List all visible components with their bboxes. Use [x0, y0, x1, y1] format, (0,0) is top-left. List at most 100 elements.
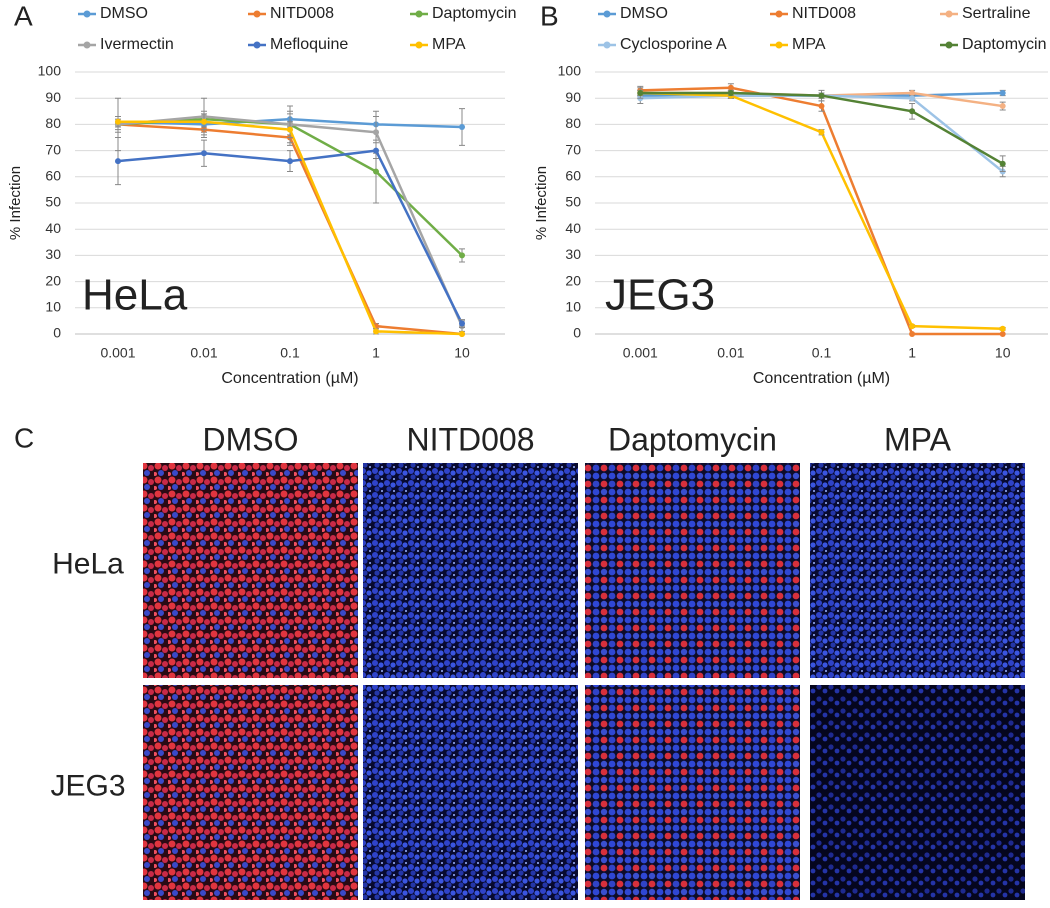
legend-label: Daptomycin — [962, 36, 1046, 53]
legend-marker — [945, 10, 953, 18]
y-tick-label: 80 — [45, 115, 61, 131]
legend-marker — [83, 41, 91, 49]
x-axis-title: Concentration (µM) — [221, 370, 358, 387]
micrograph — [363, 685, 578, 900]
y-tick-label: 30 — [565, 246, 581, 262]
data-point — [459, 331, 465, 337]
y-axis-title: % Infection — [7, 166, 24, 240]
row-label: HeLa — [52, 547, 124, 580]
legend-marker — [415, 10, 423, 18]
legend-label: NITD008 — [792, 5, 856, 22]
column-header: NITD008 — [406, 421, 534, 457]
annotation: JEG3 — [605, 271, 715, 320]
y-tick-label: 70 — [565, 141, 581, 157]
data-point — [201, 118, 207, 125]
data-point — [727, 84, 734, 91]
row-label: JEG3 — [50, 769, 125, 802]
x-tick-label: 0.01 — [717, 345, 744, 361]
legend-label: Daptomycin — [432, 5, 516, 22]
data-point — [373, 168, 379, 175]
column-header: MPA — [884, 421, 952, 457]
legend-label: MPA — [792, 36, 826, 53]
y-tick-label: 100 — [38, 63, 62, 79]
x-tick-label: 0.1 — [812, 345, 832, 361]
data-point — [909, 323, 916, 330]
image-panel: C DMSO NITD008 Daptomycin MPA HeLa JEG3 — [14, 421, 1025, 900]
y-tick-label: 10 — [45, 299, 61, 315]
data-point — [727, 89, 734, 96]
data-point — [287, 158, 293, 165]
y-tick-label: 80 — [565, 115, 581, 131]
legend-marker — [945, 41, 953, 49]
data-point — [909, 89, 916, 96]
legend-label: DMSO — [620, 5, 668, 22]
annotation: HeLa — [82, 271, 188, 320]
y-tick-label: 60 — [45, 168, 61, 184]
data-point — [115, 118, 121, 125]
micrograph — [810, 685, 1025, 900]
data-point — [459, 124, 465, 131]
data-point — [201, 150, 207, 157]
data-point — [373, 328, 379, 335]
data-point — [999, 331, 1006, 337]
legend-label: Mefloquine — [270, 36, 348, 53]
legend-label: Ivermectin — [100, 36, 174, 53]
legend-label: MPA — [432, 36, 466, 53]
micrograph — [585, 463, 800, 678]
column-header: Daptomycin — [608, 421, 777, 457]
y-tick-label: 90 — [565, 89, 581, 105]
data-point — [999, 89, 1006, 96]
y-tick-label: 20 — [45, 272, 61, 288]
data-point — [459, 252, 465, 259]
y-tick-label: 90 — [45, 89, 61, 105]
x-tick-label: 0.01 — [190, 345, 217, 361]
y-tick-label: 40 — [45, 220, 61, 236]
data-point — [459, 320, 465, 327]
x-axis-title: Concentration (µM) — [753, 370, 890, 387]
y-tick-label: 60 — [565, 168, 581, 184]
micrograph — [143, 463, 358, 678]
y-tick-label: 50 — [45, 194, 61, 210]
legend-marker — [253, 10, 261, 18]
data-point — [999, 103, 1006, 110]
data-point — [115, 158, 121, 165]
y-axis-title: % Infection — [533, 166, 550, 240]
x-tick-label: 0.001 — [100, 345, 135, 361]
micrograph — [363, 463, 578, 678]
micrograph — [585, 685, 800, 900]
y-tick-label: 30 — [45, 246, 61, 262]
data-point — [287, 126, 293, 133]
panel-label: C — [14, 422, 34, 453]
panel-label: A — [14, 0, 33, 31]
legend-marker — [253, 41, 261, 49]
column-header: DMSO — [203, 421, 299, 457]
data-point — [818, 92, 825, 99]
legend-marker — [775, 41, 783, 49]
data-point — [373, 129, 379, 136]
legend-marker — [415, 41, 423, 49]
panel-label: B — [540, 0, 559, 31]
x-tick-label: 0.1 — [280, 345, 300, 361]
legend-label: Sertraline — [962, 5, 1031, 22]
y-tick-label: 50 — [565, 194, 581, 210]
legend-label: NITD008 — [270, 5, 334, 22]
data-point — [818, 129, 825, 136]
legend-label: Cyclosporine A — [620, 36, 727, 53]
x-tick-label: 10 — [995, 345, 1011, 361]
y-tick-label: 40 — [565, 220, 581, 236]
x-tick-label: 10 — [454, 345, 470, 361]
legend-marker — [775, 10, 783, 18]
x-tick-label: 1 — [908, 345, 916, 361]
legend-marker — [603, 10, 611, 18]
micrograph — [810, 463, 1025, 678]
x-tick-label: 0.001 — [623, 345, 658, 361]
data-point — [999, 325, 1006, 332]
data-point — [818, 103, 825, 110]
micrograph — [143, 685, 358, 900]
data-point — [909, 108, 916, 115]
legend-label: DMSO — [100, 5, 148, 22]
y-tick-label: 70 — [45, 141, 61, 157]
legend-marker — [603, 41, 611, 49]
